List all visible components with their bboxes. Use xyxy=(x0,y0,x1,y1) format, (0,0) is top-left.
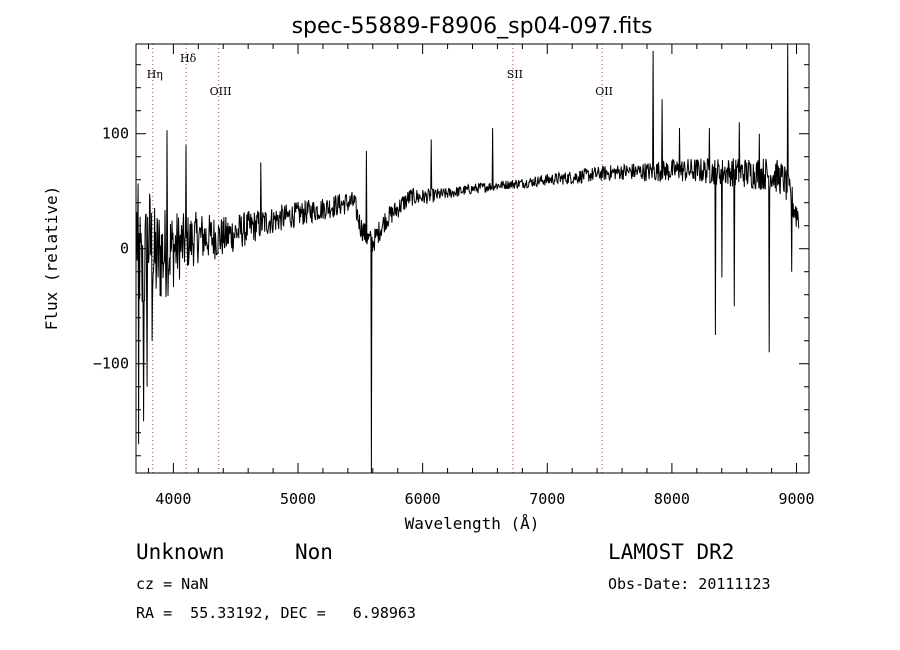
x-tick-label: 7000 xyxy=(529,490,565,508)
observation-date: Obs-Date: 20111123 xyxy=(608,575,771,593)
line-marker-label: OIII xyxy=(210,85,232,98)
survey-name: LAMOST DR2 xyxy=(608,540,735,564)
flux-line xyxy=(136,43,800,474)
object-subclass: Non xyxy=(295,540,333,564)
x-tick-label: 6000 xyxy=(405,490,441,508)
y-tick-label: −100 xyxy=(93,355,129,373)
axis-ticks: 4000 5000 6000 7000 8000 9000 −100 0 100 xyxy=(93,44,815,508)
line-marker-label: Hη xyxy=(147,68,163,81)
line-marker-label: SII xyxy=(507,68,523,81)
object-class: Unknown xyxy=(136,540,225,564)
chart-title: spec-55889-F8906_sp04-097.fits xyxy=(292,14,653,39)
ra-dec: RA = 55.33192, DEC = 6.98963 xyxy=(136,604,416,622)
x-tick-label: 5000 xyxy=(280,490,316,508)
spectral-line-markers: Hη Hδ OIII SII OII xyxy=(147,44,613,473)
y-tick-label: 0 xyxy=(120,240,129,258)
redshift-cz: cz = NaN xyxy=(136,575,209,593)
line-marker-label: Hδ xyxy=(180,52,197,65)
x-tick-label: 8000 xyxy=(654,490,690,508)
y-tick-label: 100 xyxy=(102,125,129,143)
y-axis-label: Flux (relative) xyxy=(42,186,61,331)
line-marker-label: OII xyxy=(595,85,613,98)
x-axis-label: Wavelength (Å) xyxy=(405,514,540,533)
x-tick-label: 4000 xyxy=(155,490,191,508)
plot-frame xyxy=(135,43,810,474)
flux-series xyxy=(136,43,800,474)
x-tick-label: 9000 xyxy=(778,490,814,508)
